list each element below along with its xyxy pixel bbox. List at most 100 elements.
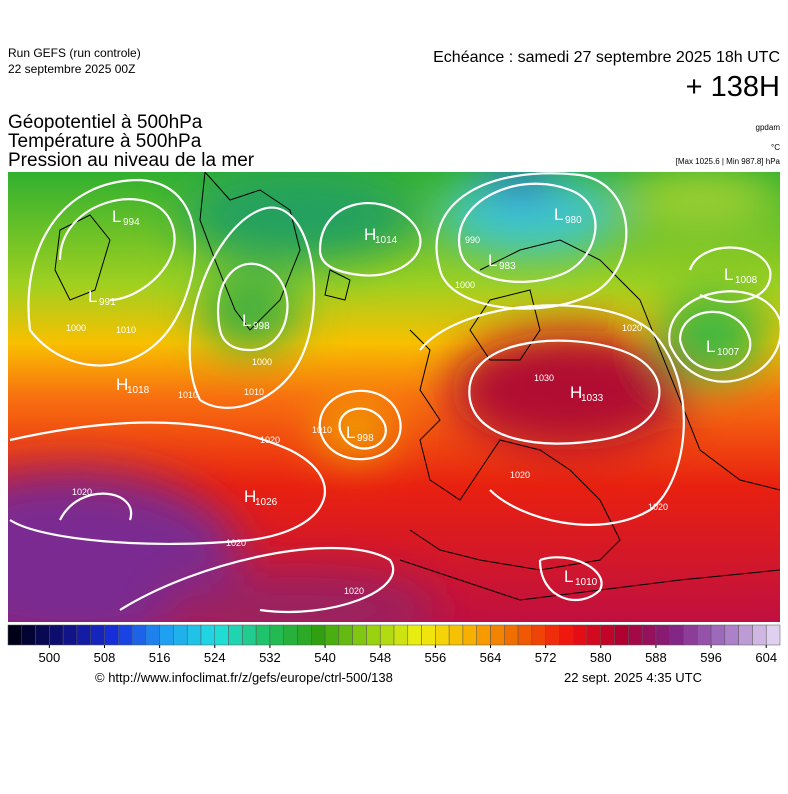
colorbar-box	[752, 624, 767, 646]
isobar-label: 1020	[648, 502, 668, 512]
center-type: L	[706, 337, 715, 356]
colorbar-box	[545, 624, 560, 646]
center-pressure: 991	[99, 297, 116, 308]
colorbar-box	[600, 624, 615, 646]
colorbar-label: 580	[590, 650, 612, 665]
colorbar-box	[35, 624, 50, 646]
colorbar-box	[145, 624, 160, 646]
center-pressure: 998	[357, 433, 374, 444]
isobar-label: 1010	[312, 425, 332, 435]
colorbar-label: 508	[94, 650, 116, 665]
isobar-label: 1020	[260, 435, 280, 445]
isobar-label: 1020	[622, 323, 642, 333]
colorbar-label: 548	[369, 650, 391, 665]
center-pressure: 983	[499, 261, 516, 272]
center-type: L	[724, 265, 733, 284]
colorbar-box	[490, 624, 505, 646]
center-type: L	[554, 205, 563, 224]
colorbar-box	[90, 624, 105, 646]
colorbar-label: 532	[259, 650, 281, 665]
run-date: 22 septembre 2025 00Z	[8, 62, 135, 76]
center-pressure: 1018	[127, 385, 150, 396]
colorbar-box	[186, 624, 202, 646]
isobar-label: 1000	[66, 323, 86, 333]
colorbar-box	[628, 624, 643, 646]
colorbar-label: 516	[149, 650, 171, 665]
colorbar-box	[242, 624, 257, 646]
colorbar-box	[586, 624, 602, 646]
colorbar-box	[7, 624, 23, 646]
colorbar-label: 500	[39, 650, 61, 665]
title-line: Géopotentiel à 500hPa	[8, 112, 203, 133]
colorbar-box	[352, 624, 367, 646]
colorbar-box	[49, 624, 64, 646]
colorbar-box	[683, 624, 698, 646]
center-type: L	[488, 251, 497, 270]
colorbar-label: 524	[204, 650, 226, 665]
colorbar-label: 540	[314, 650, 336, 665]
center-type: H	[116, 375, 128, 394]
colorbar-box	[448, 624, 464, 646]
colorbar-box	[765, 624, 781, 646]
colorbar-box	[476, 624, 491, 646]
colorbar-label: 572	[535, 650, 557, 665]
colorbar-box	[559, 624, 574, 646]
colorbar-box	[697, 624, 712, 646]
colorbar-box	[324, 624, 340, 646]
center-pressure: 1033	[581, 393, 604, 404]
colorbar-box	[435, 624, 450, 646]
colorbar-label: 556	[425, 650, 447, 665]
center-type: H	[570, 383, 582, 402]
colorbar-box	[462, 624, 477, 646]
center-pressure: 1007	[717, 347, 740, 358]
center-type: L	[112, 207, 121, 226]
colorbar-box	[572, 624, 588, 646]
center-type: L	[88, 287, 97, 306]
center-pressure: 1010	[575, 577, 598, 588]
colorbar-box	[641, 624, 657, 646]
title-line: Température à 500hPa	[8, 131, 202, 152]
issued: 22 sept. 2025 4:35 UTC	[564, 670, 702, 685]
center-type: H	[244, 487, 256, 506]
isobar-label: 1000	[455, 280, 475, 290]
colorbar-box	[159, 624, 174, 646]
colorbar-box	[269, 624, 284, 646]
colorbar-box	[531, 624, 546, 646]
colorbar-box	[379, 624, 395, 646]
colorbar-box	[297, 624, 312, 646]
isobar-label: 1020	[226, 538, 246, 548]
run-label: Run GEFS (run controle)	[8, 46, 141, 60]
colorbar-box	[407, 624, 422, 646]
colorbar-box	[131, 624, 147, 646]
colorbar-box	[655, 624, 670, 646]
center-pressure: 998	[253, 321, 270, 332]
title-line: Pression au niveau de la mer	[8, 150, 255, 171]
colorbar-box	[228, 624, 243, 646]
isobar-label: 1010	[244, 387, 264, 397]
colorbar-box	[393, 624, 409, 646]
colorbar-box	[366, 624, 381, 646]
isobar-label: 1020	[344, 586, 364, 596]
isobar-label: 1030	[534, 373, 554, 383]
lead-time: + 138H	[686, 71, 780, 103]
isobar-label: 1020	[72, 487, 92, 497]
center-pressure: 980	[565, 215, 582, 226]
colorbar-box	[504, 624, 519, 646]
isobar-label: 1020	[510, 470, 530, 480]
unit: gpdam	[756, 123, 781, 132]
colorbar-box	[200, 624, 216, 646]
unit: [Max 1025.6 | Min 987.8] hPa	[676, 157, 781, 166]
colorbar-box	[338, 624, 353, 646]
colorbar-box	[517, 624, 533, 646]
colorbar-box	[173, 624, 188, 646]
colorbar-box	[214, 624, 229, 646]
colorbar-box	[283, 624, 298, 646]
colorbar-box	[255, 624, 271, 646]
isobar-label: 1010	[178, 390, 198, 400]
center-pressure: 1026	[255, 497, 278, 508]
colorbar-box	[76, 624, 91, 646]
colorbar-box	[614, 624, 629, 646]
colorbar-label: 604	[755, 650, 777, 665]
